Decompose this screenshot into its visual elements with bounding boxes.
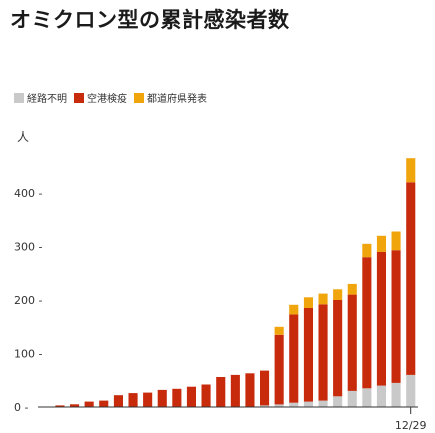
legend-item-prefecture: 都道府県発表 bbox=[134, 90, 207, 105]
bar-segment-airport-4 bbox=[99, 400, 109, 407]
legend-label-prefecture: 都道府県発表 bbox=[147, 94, 207, 105]
bar-segment-unknown-18 bbox=[303, 401, 313, 407]
bars-group bbox=[40, 158, 416, 408]
bar-segment-prefecture-19 bbox=[318, 293, 328, 305]
y-tick-label-200: 200 - bbox=[14, 294, 42, 307]
bar-segment-airport-14 bbox=[245, 373, 255, 407]
bar-segment-airport-25 bbox=[406, 182, 416, 375]
bar-segment-airport-7 bbox=[143, 392, 153, 407]
y-tick-label-400: 400 - bbox=[14, 187, 42, 200]
bar-segment-airport-9 bbox=[172, 388, 182, 407]
bar-segment-unknown-24 bbox=[391, 382, 401, 407]
bar-segment-airport-12 bbox=[216, 377, 226, 407]
bar-segment-prefecture-25 bbox=[406, 158, 416, 183]
bar-segment-prefecture-23 bbox=[376, 235, 386, 252]
bar-segment-airport-3 bbox=[84, 401, 94, 407]
bar-segment-unknown-19 bbox=[318, 400, 328, 407]
axes-group: 0 - 100 - 200 - 300 - 400 - 12/29 bbox=[14, 187, 427, 432]
bar-segment-prefecture-16 bbox=[274, 326, 284, 335]
bar-segment-prefecture-22 bbox=[362, 243, 372, 258]
bar-segment-airport-11 bbox=[201, 384, 211, 407]
legend: 経路不明 空港検疫 都道府県発表 bbox=[14, 90, 214, 105]
bar-segment-airport-2 bbox=[70, 404, 80, 407]
y-tick-label-300: 300 - bbox=[14, 241, 42, 254]
bar-segment-unknown-21 bbox=[347, 390, 357, 407]
bar-segment-unknown-23 bbox=[376, 385, 386, 407]
bar-segment-airport-24 bbox=[391, 250, 401, 383]
y-tick-label-0: 0 - bbox=[14, 401, 28, 414]
bar-segment-airport-21 bbox=[347, 294, 357, 391]
bar-segment-airport-22 bbox=[362, 257, 372, 389]
bar-segment-airport-15 bbox=[260, 370, 270, 406]
legend-item-unknown: 経路不明 bbox=[14, 90, 67, 105]
bar-segment-airport-18 bbox=[303, 308, 313, 402]
bar-segment-unknown-22 bbox=[362, 388, 372, 407]
bar-segment-airport-19 bbox=[318, 304, 328, 401]
bar-segment-prefecture-20 bbox=[333, 289, 343, 300]
y-tick-label-100: 100 - bbox=[14, 348, 42, 361]
bar-segment-airport-1 bbox=[55, 405, 65, 407]
legend-swatch-airport bbox=[74, 92, 84, 103]
bar-segment-airport-13 bbox=[230, 374, 240, 407]
bar-segment-unknown-16 bbox=[274, 404, 284, 407]
legend-swatch-prefecture bbox=[134, 92, 144, 103]
bar-segment-airport-6 bbox=[128, 393, 138, 407]
bar-segment-prefecture-24 bbox=[391, 231, 401, 251]
x-tick-label-end: 12/29 bbox=[395, 419, 427, 432]
bar-segment-prefecture-21 bbox=[347, 283, 357, 295]
bar-segment-unknown-25 bbox=[406, 374, 416, 407]
bar-segment-airport-5 bbox=[113, 395, 123, 407]
bar-segment-airport-10 bbox=[186, 386, 196, 407]
legend-swatch-unknown bbox=[14, 92, 24, 103]
bar-segment-airport-23 bbox=[376, 251, 386, 386]
legend-label-unknown: 経路不明 bbox=[27, 94, 67, 105]
bar-segment-airport-16 bbox=[274, 334, 284, 405]
bar-segment-airport-20 bbox=[333, 300, 343, 397]
bar-segment-unknown-15 bbox=[260, 405, 270, 407]
legend-item-airport: 空港検疫 bbox=[74, 90, 127, 105]
bar-segment-unknown-17 bbox=[289, 402, 299, 407]
bar-segment-prefecture-18 bbox=[303, 297, 313, 308]
y-axis-unit-label: 人 bbox=[17, 130, 30, 144]
bar-segment-airport-17 bbox=[289, 314, 299, 403]
bar-segment-airport-8 bbox=[157, 389, 167, 407]
bar-segment-unknown-20 bbox=[333, 396, 343, 407]
bar-segment-prefecture-17 bbox=[289, 304, 299, 315]
legend-label-airport: 空港検疫 bbox=[87, 94, 127, 105]
chart-title: オミクロン型の累計感染者数 bbox=[10, 8, 290, 32]
